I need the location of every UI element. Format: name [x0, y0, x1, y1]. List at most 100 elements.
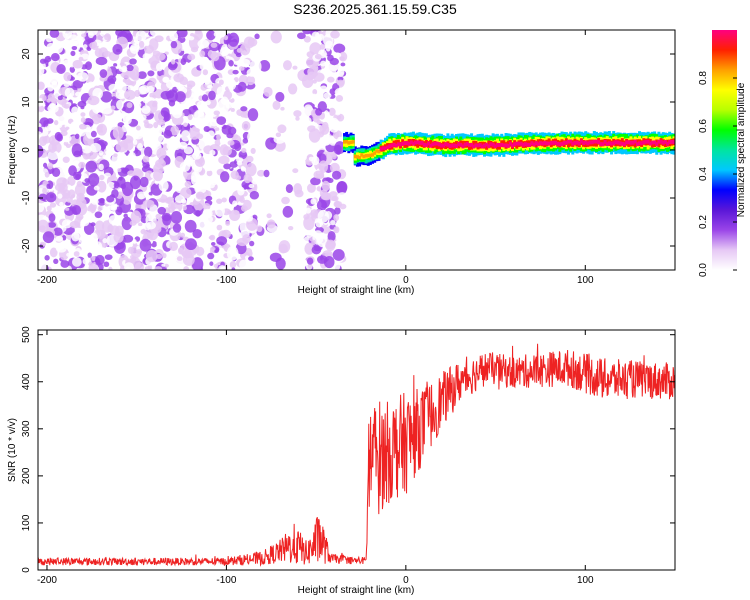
spectrogram-ridge-segment [409, 140, 413, 145]
spectrogram-noise-blob [60, 130, 68, 137]
spectrogram-noise-blob [87, 252, 92, 258]
spectrogram-noise-blob [333, 214, 340, 222]
spectrogram-ridge-segment [407, 142, 411, 147]
spectrogram-noise-blob [98, 100, 103, 106]
spectrogram-noise-blob [107, 42, 112, 48]
spectrogram-noise-blob [178, 174, 185, 180]
spectrogram-ridge-segment [543, 141, 547, 145]
spectrogram-noise-blob [218, 79, 224, 85]
spectrogram-noise-blob [328, 63, 339, 72]
spectrogram-noise-blob [88, 173, 100, 187]
spectrogram-noise-blob [154, 266, 163, 270]
spectrogram-noise-blob [156, 240, 163, 248]
spectrogram-noise-blob [325, 40, 333, 49]
spectrogram-ridge-segment [659, 139, 663, 144]
spectrogram-noise-blob [295, 116, 300, 121]
spectrogram-noise-blob [217, 98, 230, 114]
spectrogram-noise-blob [282, 205, 294, 218]
spectrogram-noise-blob [210, 52, 220, 62]
spectrogram-noise-blob [77, 100, 87, 108]
spectrogram-ridge-segment [670, 140, 674, 144]
spectrogram-noise-blob [48, 213, 56, 223]
x-tick-label: -100 [216, 575, 236, 586]
spectrogram-noise-blob [240, 205, 248, 212]
spectrogram-ridge-segment [345, 141, 349, 148]
spectrogram-ridge-segment [657, 139, 661, 144]
spectrogram-ridge-segment [416, 141, 420, 148]
spectrogram-noise-blob [124, 89, 136, 101]
spectrogram-ridge-segment [646, 139, 650, 144]
spectrogram-noise-blob [88, 263, 99, 270]
spectrogram-noise-blob [81, 33, 87, 38]
spectrogram-noise-blob [203, 264, 211, 270]
spectrogram-noise-blob [164, 197, 173, 204]
spectrogram-noise-blob [227, 78, 237, 91]
spectrogram-noise-blob [184, 181, 192, 188]
spectrogram-noise-blob [145, 40, 150, 47]
spectrogram-ridge-segment [554, 140, 558, 145]
spectrogram-ridge-segment [416, 140, 420, 145]
spectrogram-noise-blob [80, 117, 86, 123]
spectrogram-ridge-segment [635, 142, 639, 147]
spectrogram-noise-blob [202, 202, 211, 211]
spectrogram-noise-blob [60, 260, 70, 268]
spectrogram-ridge-segment [672, 140, 675, 144]
spectrogram-ridge-segment [487, 140, 491, 148]
spectrogram-noise-blob [132, 239, 137, 244]
spectrogram-noise-blob [38, 131, 43, 138]
spectrogram-noise-blob [195, 246, 205, 257]
spectrogram-noise-blob [217, 179, 229, 191]
spectrogram-noise-blob [38, 63, 45, 77]
spectrogram-noise-blob [257, 169, 266, 177]
x-tick-label: 0 [403, 275, 409, 286]
spectrogram-noise-blob [93, 185, 100, 191]
spectrogram-noise-blob [212, 154, 218, 161]
spectrogram-noise-blob [231, 267, 236, 270]
spectrogram-noise-blob [248, 183, 255, 189]
spectrogram-noise-blob [116, 99, 124, 110]
spectrogram-ridge-segment [485, 142, 489, 147]
spectrogram-ridge-segment [519, 141, 523, 146]
spectrogram-noise-blob [170, 211, 183, 224]
spectrogram-noise-blob [70, 50, 76, 57]
spectrogram-noise-blob [247, 130, 258, 143]
spectrogram-noise-blob [315, 32, 320, 39]
spectrogram-noise-blob [71, 45, 78, 51]
spectrogram-ridge-segment [515, 141, 519, 146]
spectrogram-ridge-segment [452, 143, 456, 148]
spectrogram-noise-blob [171, 105, 183, 119]
spectrogram-noise-blob [108, 266, 113, 270]
spectrogram-noise-blob [110, 204, 118, 212]
spectrogram-noise-blob [280, 106, 285, 111]
spectrogram-noise-blob [336, 180, 348, 194]
spectrogram-noise-blob [329, 57, 339, 66]
spectrogram-noise-blob [63, 71, 72, 82]
spectrogram-noise-blob [132, 86, 138, 91]
spectrogram-noise-blob [146, 85, 155, 94]
spectrogram-noise-blob [169, 241, 179, 252]
spectrogram-noise-blob [71, 106, 79, 115]
spectrogram-noise-blob [58, 114, 67, 123]
spectrogram-noise-blob [98, 174, 105, 181]
spectrogram-ridge-segment [571, 141, 575, 146]
spectrogram-noise-blob [90, 142, 102, 153]
spectrogram-noise-blob [180, 187, 192, 199]
spectrogram-noise-blob [121, 65, 128, 72]
colorbar-tick-label: 0.0 [698, 263, 709, 277]
spectrogram-noise-blob [163, 164, 175, 175]
spectrogram-noise-blob [203, 125, 210, 133]
spectrogram-noise-blob [44, 255, 50, 261]
spectrogram-noise-blob [136, 156, 143, 161]
spectrogram-ridge-segment [355, 155, 359, 159]
spectrogram-noise-blob [270, 30, 282, 44]
spectrogram-ridge-segment [622, 142, 626, 147]
spectrogram-noise-blob [329, 136, 337, 144]
spectrogram-noise-blob [292, 65, 298, 70]
spectrogram-noise-blob [316, 199, 328, 211]
spectrogram-noise-blob [105, 150, 111, 155]
spectrogram-noise-blob [196, 193, 202, 198]
spectrogram-noise-blob [254, 33, 260, 40]
spectrogram-noise-blob [50, 77, 58, 86]
spectrogram-noise-blob [57, 193, 63, 199]
spectrogram-ridge-segment [478, 143, 482, 148]
